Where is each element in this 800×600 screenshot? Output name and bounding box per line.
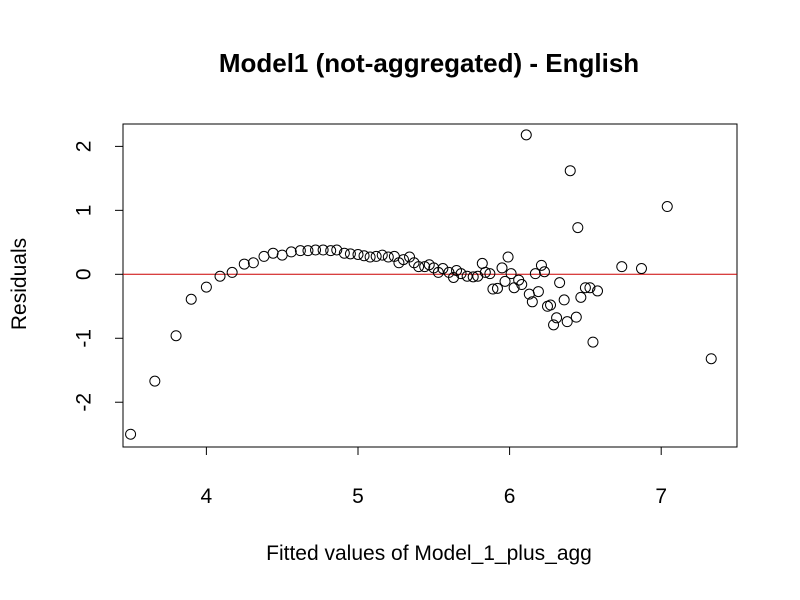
data-point <box>149 375 161 387</box>
data-point <box>579 282 591 294</box>
data-point <box>413 261 425 273</box>
plot-frame <box>122 123 738 448</box>
data-point <box>520 129 532 141</box>
data-point <box>587 336 599 348</box>
x-tick-label: 6 <box>504 485 516 508</box>
chart-title: Model1 (not-aggregated) - English <box>219 48 639 78</box>
data-point <box>461 270 473 282</box>
data-point <box>397 254 409 266</box>
x-tick-label: 4 <box>201 485 213 508</box>
data-point <box>338 247 350 259</box>
data-point <box>479 266 491 278</box>
data-point <box>526 296 538 308</box>
data-point <box>302 245 314 257</box>
y-tick-label: -2 <box>73 393 96 412</box>
data-point <box>558 294 570 306</box>
data-point <box>505 268 517 280</box>
data-point <box>382 251 394 263</box>
data-point <box>535 259 547 271</box>
data-point <box>551 312 563 324</box>
data-point <box>276 249 288 261</box>
data-point <box>364 251 376 263</box>
data-point <box>572 222 584 234</box>
data-point <box>705 353 717 365</box>
data-point <box>258 250 270 262</box>
y-tick-label: 1 <box>73 205 96 217</box>
data-point <box>564 165 576 177</box>
data-point <box>370 250 382 262</box>
data-point <box>467 271 479 283</box>
data-point <box>358 250 370 262</box>
y-axis-label: Residuals <box>8 238 31 330</box>
y-tick-label: 0 <box>73 268 96 280</box>
data-point <box>437 263 449 275</box>
x-axis: 4 5 6 7 <box>201 446 667 508</box>
data-point <box>352 248 364 260</box>
data-point <box>285 246 297 258</box>
data-point <box>170 330 182 342</box>
data-point <box>310 244 322 256</box>
data-point <box>548 319 560 331</box>
data-point <box>575 291 587 303</box>
data-point <box>484 268 496 280</box>
data-point <box>491 282 503 294</box>
data-point <box>496 262 508 274</box>
data-point <box>570 311 582 323</box>
data-point <box>545 299 557 311</box>
data-point <box>487 283 499 295</box>
y-tick-label: -1 <box>73 329 96 348</box>
data-point <box>267 247 279 259</box>
data-point <box>538 266 550 278</box>
data-point <box>661 201 673 213</box>
data-point <box>516 279 528 291</box>
x-tick-label: 5 <box>352 485 364 508</box>
data-point <box>325 245 337 257</box>
x-axis-label: Fitted values of Model_1_plus_agg <box>266 542 592 565</box>
data-point <box>125 428 137 440</box>
data-point <box>635 263 647 275</box>
data-point <box>185 293 197 305</box>
data-point <box>247 257 259 269</box>
x-tick-label: 7 <box>655 485 667 508</box>
y-axis: -2 -1 0 1 2 <box>73 141 124 412</box>
data-point <box>499 275 511 287</box>
data-point <box>455 268 467 280</box>
data-point <box>616 261 628 273</box>
data-point <box>238 258 250 270</box>
data-point <box>502 251 514 263</box>
data-point <box>561 316 573 328</box>
data-point <box>344 248 356 260</box>
data-point <box>554 277 566 289</box>
data-point <box>214 270 226 282</box>
y-tick-label: 2 <box>73 141 96 153</box>
data-point <box>226 266 238 278</box>
data-point <box>584 282 596 294</box>
data-point <box>317 244 329 256</box>
data-point <box>592 285 604 297</box>
data-point <box>532 286 544 298</box>
data-point <box>200 281 212 293</box>
data-point <box>294 245 306 257</box>
data-point <box>331 244 343 256</box>
data-points <box>125 129 717 440</box>
data-point <box>376 249 388 261</box>
